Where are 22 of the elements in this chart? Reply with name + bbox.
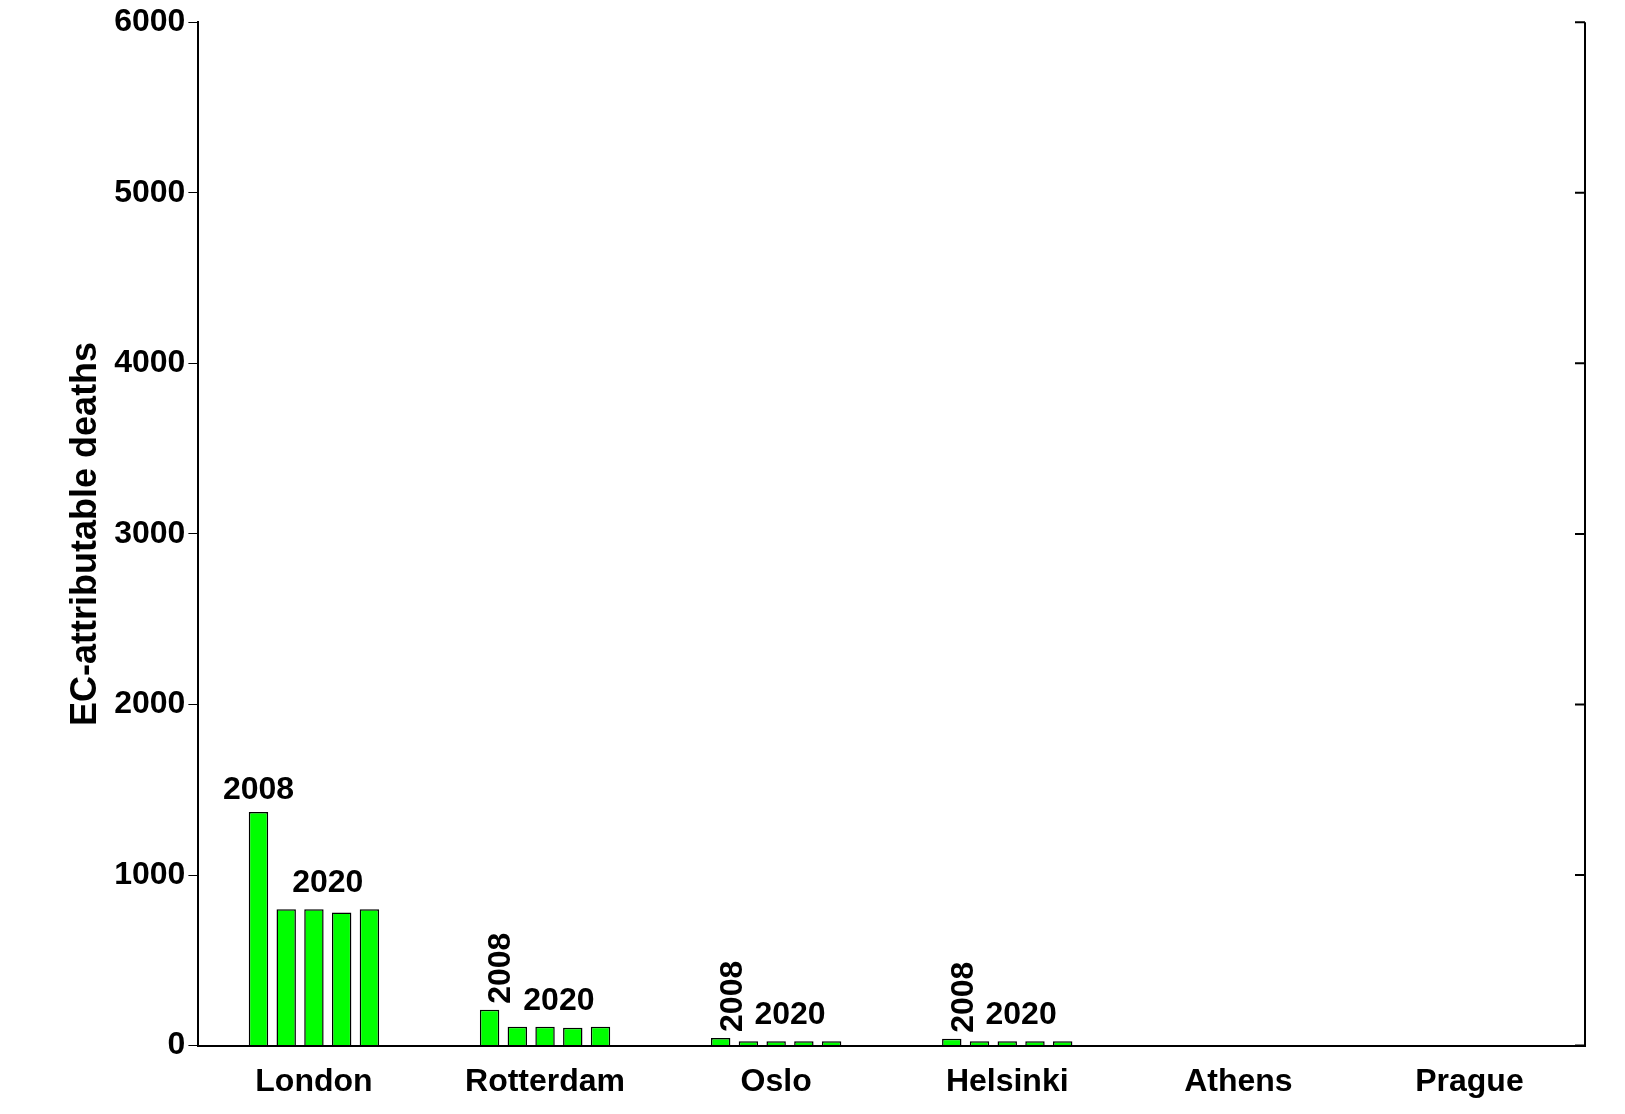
x-tick-label: Prague (1415, 1061, 1524, 1098)
annotation: 2020 (985, 995, 1057, 1032)
x-tick-label: London (255, 1061, 373, 1098)
annotation: 2008 (943, 961, 980, 1033)
x-tick-label: Athens (1184, 1061, 1293, 1098)
y-tick-label: 1000 (114, 854, 186, 891)
y-tick-label: 0 (167, 1025, 186, 1062)
annotation: 2020 (754, 995, 826, 1032)
annotation: 2008 (222, 769, 295, 806)
annotation: 2020 (292, 862, 364, 899)
annotation: 2008 (712, 960, 749, 1032)
y-tick-label: 3000 (114, 513, 186, 550)
y-tick-label: 6000 (114, 2, 186, 39)
annotation: 2008 (481, 932, 518, 1004)
y-axis-title: EC-attributable deaths (62, 341, 104, 726)
y-tick-label: 5000 (114, 172, 186, 209)
x-tick-label: Oslo (740, 1061, 812, 1098)
x-tick-label: Rotterdam (465, 1061, 626, 1098)
y-tick-label: 4000 (114, 343, 186, 380)
y-tick-label: 2000 (114, 684, 186, 721)
annotation: 2020 (523, 980, 595, 1017)
x-tick-label: Helsinki (945, 1061, 1069, 1098)
